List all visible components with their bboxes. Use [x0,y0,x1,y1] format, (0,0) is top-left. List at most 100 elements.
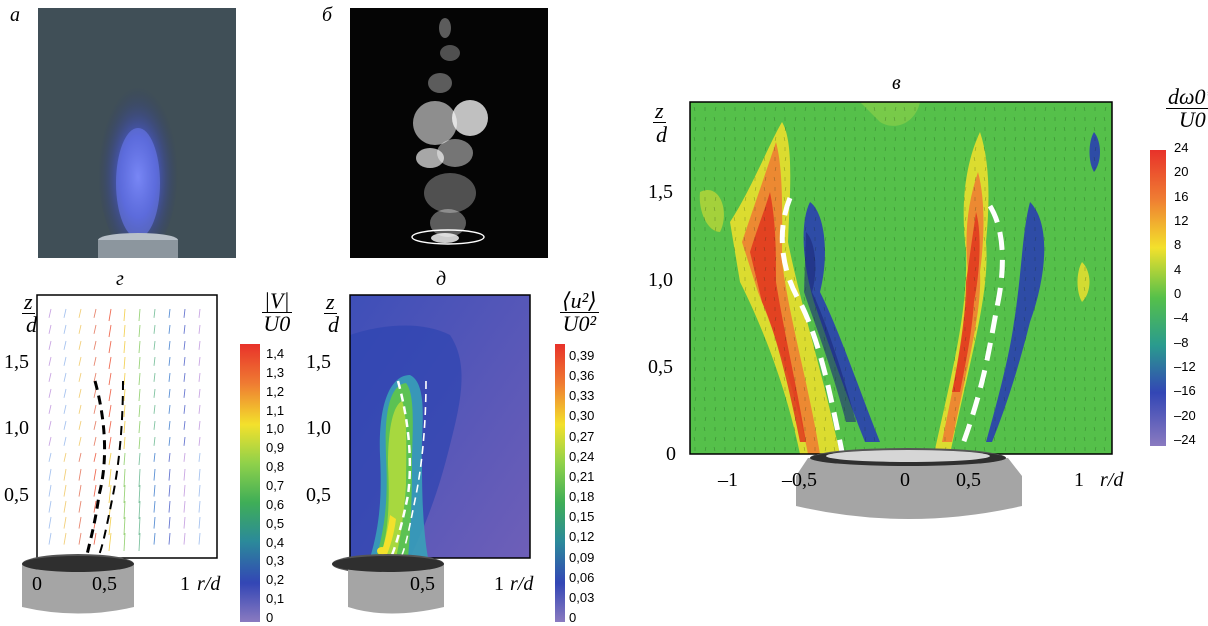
panel-v-vector-arrow [943,426,946,432]
panel-v-vector-arrow [1074,316,1077,322]
panel-g-vector-arrow [48,356,52,366]
panel-v-vector-arrow [943,306,946,312]
panel-v-vector-arrow [1063,306,1066,312]
panel-v-vector-arrow [963,166,966,172]
panel-v-vector-arrow [913,216,916,222]
panel-g-vector-arrow [63,388,67,398]
panel-v-vector-arrow [1013,236,1016,242]
panel-v-vector-arrow [743,446,746,452]
panel-v-vector-arrow [704,236,707,242]
panel-v-vector-arrow [764,206,767,212]
panel-v-vector-arrow [904,216,907,222]
panel-v-vector-arrow [893,146,896,152]
panel-v-vector-arrow [903,106,906,112]
panel-v-vector-arrow [944,146,947,152]
panel-v-vector-arrow [944,176,947,182]
panel-d-colorbar-label-8: 0,15 [569,509,595,525]
panel-g-vector-arrow [183,452,186,462]
panel-v-vector-arrow [844,186,847,192]
panel-v-vector-arrow [783,136,786,142]
panel-v-vector-arrow [944,416,947,422]
panel-v-vector-arrow [1024,216,1027,222]
panel-g-z-axis-den: d [26,312,37,337]
panel-v-vector-arrow [723,226,726,232]
panel-v-vector-arrow [833,326,836,332]
panel-v-vector-arrow [694,306,697,312]
panel-v-vector-arrow [774,316,777,322]
panel-v-vector-arrow [843,436,846,442]
panel-v-vector-arrow [873,166,876,172]
panel-v-vector-arrow [954,436,957,442]
panel-v-vector-arrow [923,176,926,182]
panel-v-vector-arrow [884,116,887,122]
panel-g-vector-arrow [183,388,186,398]
panel-v-vector-arrow [953,176,956,182]
panel-v-vector-arrow [1103,356,1106,362]
panel-v-vector-arrow [944,296,947,302]
panel-v-vector-arrow [793,126,796,132]
panel-v-vector-arrow [713,206,716,212]
panel-v-vector-arrow [1044,346,1047,352]
panel-v-vector-arrow [1004,146,1007,152]
panel-v-vector-arrow [1073,236,1076,242]
panel-v-vector-arrow [844,126,847,132]
panel-v-vector-arrow [1053,406,1056,412]
panel-v-vector-arrow [1044,136,1047,142]
panel-v-vector-arrow [704,446,707,452]
panel-v-vector-arrow [1074,226,1077,232]
panel-v-vector-arrow [883,426,886,432]
panel-v-vector-arrow [863,116,866,122]
panel-v-vector-arrow [913,246,916,252]
panel-v-vector-arrow [1023,196,1026,202]
panel-v-vector-arrow [773,146,776,152]
panel-g-vector-arrow [78,452,82,462]
panel-g-vector-arrow [183,372,186,382]
panel-v-vector-arrow [904,396,907,402]
panel-g-vector-arrow [78,532,82,545]
panel-v-vector-arrow [924,406,927,412]
panel-g-vector-arrow [138,420,141,434]
panel-v-vector-arrow [1094,206,1097,212]
panel-v-vector-arrow [734,206,737,212]
panel-v-vector-arrow [1003,366,1006,372]
panel-v-vector-arrow [1013,146,1016,152]
panel-v-vector-arrow [763,126,766,132]
panel-v-vector-arrow [1044,376,1047,382]
panel-v-vector-arrow [983,146,986,152]
panel-v-vector-arrow [764,416,767,422]
panel-g-vector-arrow [108,532,112,552]
panel-g-vector-arrow [183,484,186,497]
panel-v-plot [689,101,1113,455]
panel-v-vector-arrow [834,436,837,442]
panel-v-vector-arrow [694,276,697,282]
panel-v-vector-arrow [933,106,936,112]
panel-g-vector-arrow [108,420,112,434]
panel-v-vector-arrow [903,436,906,442]
panel-g-vector-arrow [48,468,52,481]
panel-v-vector-arrow [793,216,796,222]
panel-v-vector-arrow [1033,186,1036,192]
panel-v-vector-arrow [1073,386,1076,392]
panel-v-vector-arrow [773,266,776,272]
panel-v-vector-arrow [784,366,787,372]
panel-v-vector-arrow [883,336,886,342]
panel-v-vector-arrow [763,216,766,222]
panel-v-vector-arrow [763,156,766,162]
panel-v-vector-arrow [974,356,977,362]
panel-v-vector-arrow [873,136,876,142]
panel-v-vector-arrow [1073,146,1076,152]
panel-v-vector-arrow [824,146,827,152]
panel-v-vector-arrow [894,226,897,232]
panel-v-vector-arrow [853,426,856,432]
panel-v-vector-arrow [1053,226,1056,232]
panel-v-vector-arrow [804,376,807,382]
panel-v-vector-arrow [743,146,746,152]
panel-g-vector-arrow [183,436,186,446]
panel-v-vector-arrow [1013,176,1016,182]
panel-v-vector-arrow [854,176,857,182]
panel-v-vector-arrow [764,386,767,392]
panel-v-vector-arrow [903,406,906,412]
panel-g-vector-arrow [108,516,112,536]
panel-v-vector-arrow [914,386,917,392]
panel-g-colorbar-title: |V| U0 [262,288,292,336]
